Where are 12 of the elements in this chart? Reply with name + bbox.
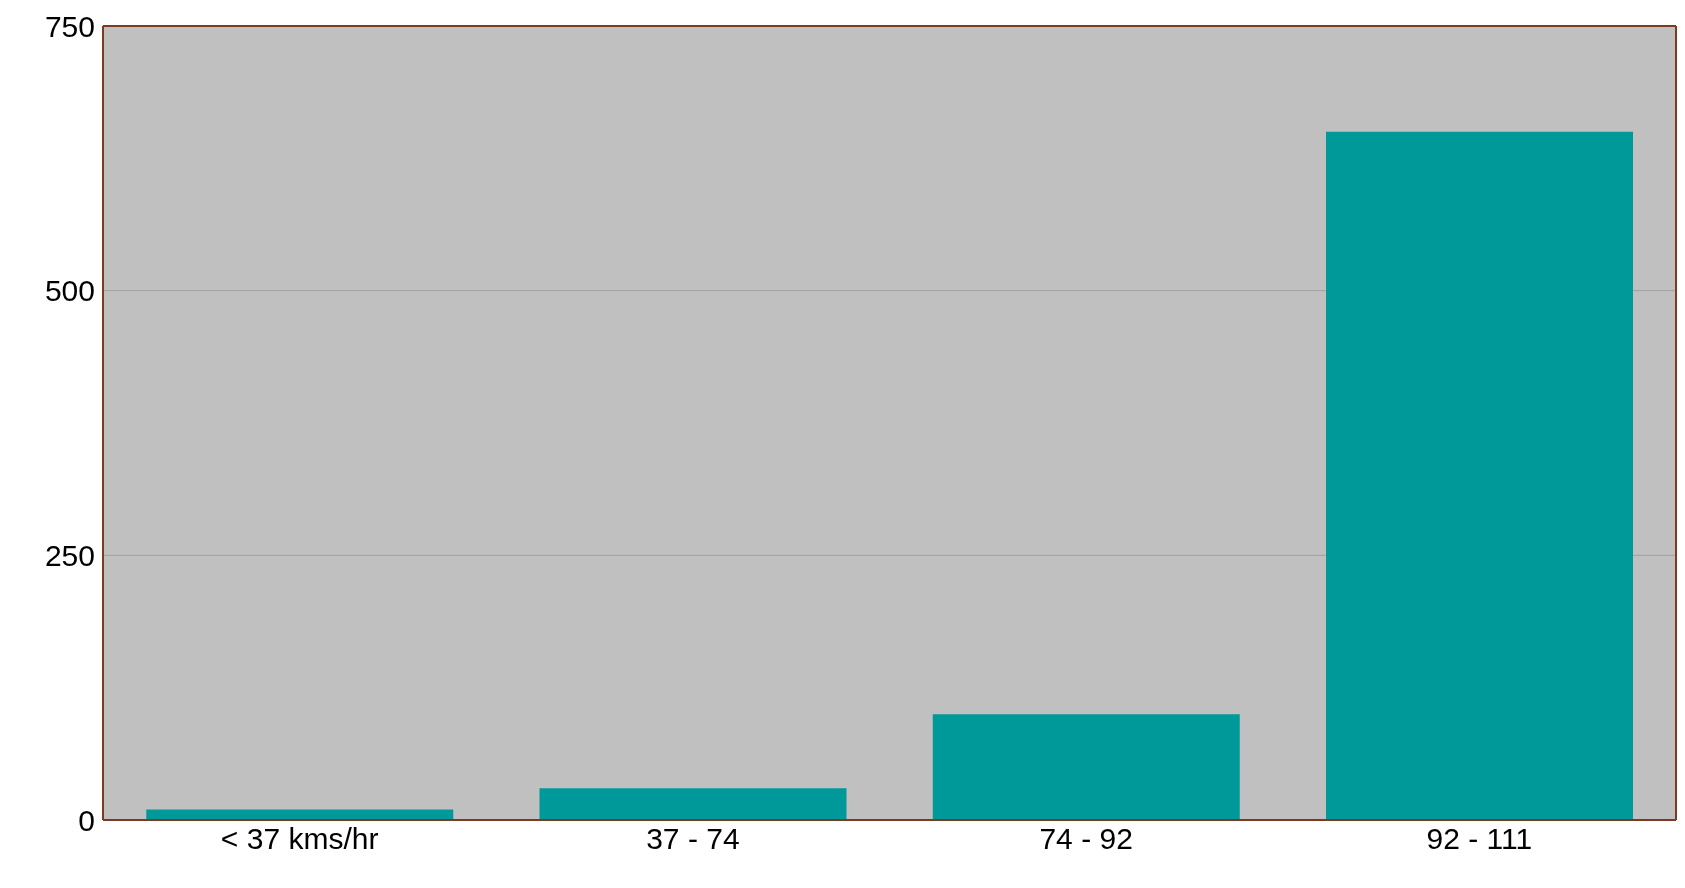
x-tick-label: 37 - 74 [646, 822, 740, 856]
bar [1326, 131, 1634, 820]
y-tick-label: 750 [44, 9, 95, 43]
x-tick-label: 92 - 111 [1426, 822, 1533, 856]
y-tick-label: 250 [44, 538, 95, 572]
bar [932, 714, 1240, 820]
bar [539, 788, 847, 820]
y-tick-label: 0 [78, 803, 95, 837]
x-tick-label: 74 - 92 [1039, 822, 1133, 856]
x-tick-label: < 37 kms/hr [220, 822, 379, 856]
bar [146, 809, 454, 820]
y-tick-label: 500 [44, 274, 95, 308]
